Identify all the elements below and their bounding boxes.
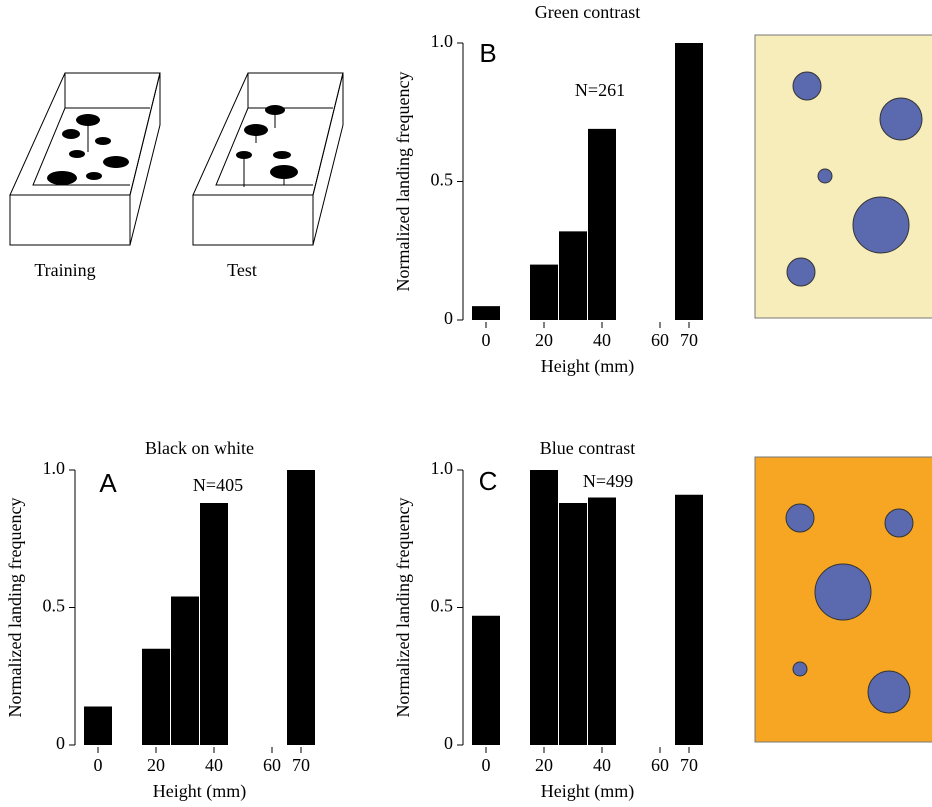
bar [675,494,703,745]
training-tray [9,72,161,246]
bar [588,497,616,745]
x-tick-label: 0 [482,755,491,775]
bar [675,43,703,320]
x-tick-label: 60 [263,755,281,775]
bar [559,503,587,745]
y-tick-label: 0 [444,733,453,753]
bar [530,264,558,320]
y-tick-label: 1.0 [43,458,66,478]
x-tick-label: 20 [535,755,553,775]
green-stimulus [754,34,932,319]
y-tick-label: 0 [56,733,65,753]
chart-title: Green contrast [535,2,640,22]
x-tick-label: 20 [147,755,165,775]
test-tray [192,72,344,246]
x-axis-label: Height (mm) [153,781,246,802]
bar [588,128,616,320]
x-tick-label: 40 [593,755,611,775]
x-tick-label: 70 [680,330,698,350]
panel-letter: A [99,468,117,498]
x-tick-label: 20 [535,330,553,350]
bar [84,706,112,745]
x-tick-label: 60 [651,330,669,350]
bar [530,470,558,745]
x-axis-label: Height (mm) [541,781,634,802]
y-axis-label: Normalized landing frequency [5,498,25,718]
y-axis-label: Normalized landing frequency [393,72,413,292]
bar [559,231,587,320]
y-tick-label: 0.5 [431,596,454,616]
y-tick-label: 0.5 [431,170,454,190]
y-axis-label: Normalized landing frequency [393,498,413,718]
x-tick-label: 70 [680,755,698,775]
bar [200,503,228,745]
x-tick-label: 40 [205,755,223,775]
bar [472,615,500,745]
bar [142,648,170,745]
x-axis-label: Height (mm) [541,356,634,377]
bar [287,470,315,745]
y-tick-label: 0 [444,308,453,328]
chart-title: Blue contrast [540,438,635,458]
x-tick-label: 60 [651,755,669,775]
panel-letter: C [479,466,498,496]
y-tick-label: 0.5 [43,596,66,616]
panel-letter: B [479,38,496,68]
annotation: N=405 [193,475,243,495]
bar [472,306,500,320]
annotation: N=261 [575,80,625,100]
y-tick-label: 1.0 [431,31,454,51]
x-tick-label: 40 [593,330,611,350]
bar [171,596,199,745]
annotation: N=499 [583,471,633,491]
x-tick-label: 0 [94,755,103,775]
test-label: Test [227,260,257,280]
chart-title: Black on white [145,438,254,458]
training-label: Training [34,260,95,280]
x-tick-label: 0 [482,330,491,350]
blue-stimulus [754,456,932,743]
x-tick-label: 70 [292,755,310,775]
y-tick-label: 1.0 [431,458,454,478]
